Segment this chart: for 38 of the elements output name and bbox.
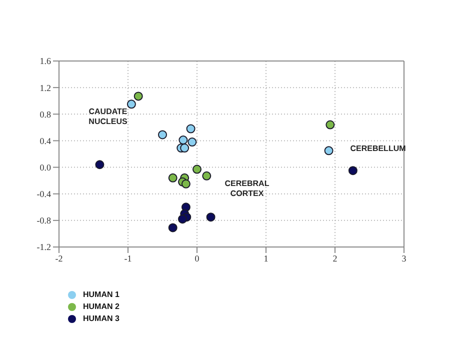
point xyxy=(192,164,202,174)
point xyxy=(134,92,143,101)
point xyxy=(178,214,188,224)
point xyxy=(348,166,358,176)
x-tick-label: -1 xyxy=(124,253,132,264)
x-tick-label: 3 xyxy=(402,253,407,264)
point xyxy=(168,173,178,182)
point xyxy=(188,138,197,147)
y-tick-label: 0.4 xyxy=(40,136,52,146)
y-tick-label: 0.8 xyxy=(40,109,52,120)
y-tick-label: -1.2 xyxy=(36,242,51,252)
point xyxy=(95,160,104,170)
point xyxy=(168,223,178,232)
point xyxy=(126,100,136,109)
point xyxy=(178,136,188,145)
y-tick-label: 0.0 xyxy=(40,162,52,172)
point xyxy=(181,179,190,188)
y-tick-label: -0.8 xyxy=(36,216,52,226)
annotation: CEREBELLUM xyxy=(350,144,406,154)
y-tick-label: -0.4 xyxy=(36,189,52,200)
point xyxy=(180,144,190,153)
annotation: CEREBRAL CORTEX xyxy=(224,179,270,199)
point xyxy=(206,212,216,222)
x-tick-label: 1 xyxy=(264,253,268,264)
x-tick-label: 0 xyxy=(194,253,200,264)
legend-label: HUMAN 2 xyxy=(83,301,120,313)
point xyxy=(158,130,167,140)
x-tick-label: -2 xyxy=(55,253,63,264)
y-tick-label: 1.6 xyxy=(40,56,52,66)
legend-label: HUMAN 3 xyxy=(83,313,120,325)
point xyxy=(186,124,196,134)
point xyxy=(326,120,335,130)
annotation: CAUDATE NUCLEUS xyxy=(88,107,128,127)
x-tick-label: 2 xyxy=(332,253,338,264)
legend-label: HUMAN 1 xyxy=(83,289,120,301)
point xyxy=(324,146,334,156)
point xyxy=(202,171,212,180)
y-tick-label: 1.2 xyxy=(40,82,51,93)
